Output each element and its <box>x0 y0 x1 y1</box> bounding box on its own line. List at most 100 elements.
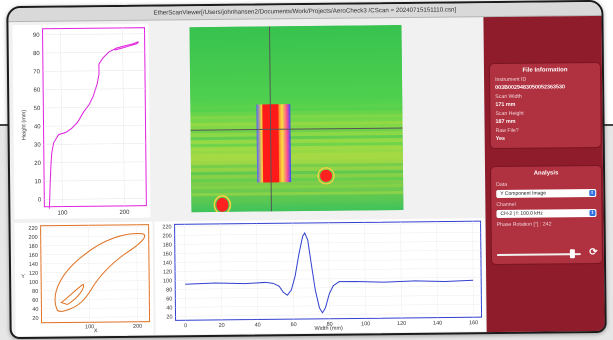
grid-line <box>43 88 146 90</box>
height-x-ticks: 100 200 <box>57 210 130 217</box>
grid-line <box>40 262 149 265</box>
channel-select[interactable]: CH-2 | f: 100.0 kHz ⇕ <box>496 208 597 219</box>
heatmap-stripe <box>191 169 404 176</box>
y-tick-label: 100 <box>163 278 172 284</box>
grid-line <box>42 33 145 36</box>
chevron-updown-icon[interactable]: ⇕ <box>589 189 596 197</box>
cscan-panel[interactable] <box>189 24 404 215</box>
x-tick-label: 40 <box>255 322 261 328</box>
width-profile-line <box>185 231 474 314</box>
height-profile-panel[interactable]: 90 80 70 60 50 40 30 20 10 0 100 200 Height (mm) <box>12 23 151 220</box>
cscan-heatmap[interactable] <box>189 24 404 215</box>
width-profile-chart: 220 200 180 160 140 120 100 80 60 40 20 0 20 40 60 80 1… <box>162 220 483 332</box>
heatmap-stripe <box>190 141 403 148</box>
instrument-id-value: 003B0029483050052363530 <box>495 84 566 92</box>
x-tick-label: 120 <box>397 321 406 327</box>
grid-line <box>42 51 145 54</box>
y-tick-label: 40 <box>166 305 172 311</box>
lissajous-chart: 220 200 180 160 140 120 100 80 60 40 20 100 200 Y X <box>21 224 151 334</box>
grid-line <box>328 222 330 319</box>
heatmap-stripe <box>190 127 403 134</box>
y-tick-label: 180 <box>29 244 38 250</box>
heatmap-stripe <box>190 120 403 127</box>
phase-slider-thumb[interactable] <box>569 249 575 259</box>
y-tick-label: 160 <box>29 253 38 259</box>
grid-line <box>41 280 150 283</box>
grid-line <box>88 225 90 323</box>
defect-halo-right <box>317 167 335 185</box>
y-tick-label: 60 <box>166 296 172 302</box>
grid-line <box>41 307 150 310</box>
x-tick-label: 200 <box>133 324 142 330</box>
lissajous-x-label: X <box>94 328 98 334</box>
grid-line <box>40 244 149 247</box>
width-grid <box>174 221 482 321</box>
lissajous-panel[interactable]: 220 200 180 160 140 120 100 80 60 40 20 100 200 Y X <box>14 221 154 337</box>
data-select[interactable]: Y Component Image ⇕ <box>496 188 597 199</box>
heatmap-stripe <box>191 183 404 190</box>
grid-line <box>292 223 294 320</box>
width-x-label: Width (mm) <box>314 326 343 332</box>
defect-indication-small-left <box>216 197 229 212</box>
height-plot-frame <box>42 27 147 208</box>
y-tick-label: 80 <box>166 287 172 293</box>
y-tick-label: 160 <box>163 251 172 257</box>
y-tick-label: 120 <box>29 271 38 277</box>
scan-height-label: Scan Height <box>495 110 524 118</box>
x-tick-label: 200 <box>119 210 130 216</box>
heatmap-stripe <box>191 190 404 197</box>
x-tick-label: 160 <box>469 320 478 326</box>
x-tick-label: 80 <box>327 322 333 328</box>
x-tick-label: 60 <box>291 322 297 328</box>
heatmap-stripe <box>190 134 403 141</box>
grid-line <box>175 285 482 290</box>
grid-line <box>364 222 366 319</box>
grid-line <box>174 240 481 245</box>
cursor-vertical[interactable] <box>268 26 272 212</box>
app-window: EtherScanViewer[/Users/johnhansen2/Docum… <box>6 0 607 340</box>
grid-line <box>174 231 481 236</box>
chevron-updown-icon[interactable]: ⇕ <box>589 209 596 217</box>
grid-line <box>40 253 149 256</box>
phase-rotation-label: Phase Rotation [°] : 242 <box>496 221 552 229</box>
grid-line <box>436 221 438 318</box>
grid-line <box>175 267 482 272</box>
grid-line <box>40 235 149 238</box>
grid-line <box>43 106 146 109</box>
data-label: Data <box>496 181 508 189</box>
channel-label: Channel <box>496 201 516 209</box>
width-profile-panel[interactable]: 220 200 180 160 140 120 100 80 60 40 20 0 20 40 60 80 1… <box>154 218 486 335</box>
sidebar: File Information Instrument ID 003B00294… <box>483 15 607 337</box>
x-tick-label: 20 <box>219 323 225 329</box>
scan-width-label: Scan Width <box>495 93 522 101</box>
analysis-title: Analysis <box>533 170 559 177</box>
y-tick-label: 200 <box>162 233 171 239</box>
phase-rotation-slider[interactable] <box>496 253 581 257</box>
grid-line <box>400 222 402 319</box>
y-tick-label: 60 <box>32 298 38 304</box>
lissajous-grid <box>40 224 150 323</box>
y-tick-label: 90 <box>33 33 40 39</box>
grid-line <box>40 226 149 229</box>
y-tick-label: 20 <box>34 161 41 167</box>
y-tick-label: 220 <box>162 224 171 230</box>
file-info-title: File Information <box>522 67 568 74</box>
height-y-label: Height (mm) <box>21 110 27 140</box>
lissajous-y-ticks: 220 200 180 160 140 120 100 80 60 40 20 <box>28 226 38 322</box>
file-info-card: File Information Instrument ID 003B00294… <box>489 62 601 149</box>
x-tick-label: 100 <box>57 210 68 216</box>
x-tick-label: 140 <box>433 321 442 327</box>
grid-line <box>60 28 63 207</box>
grid-line <box>43 161 146 164</box>
x-tick-label: 100 <box>361 321 370 327</box>
cursor-horizontal[interactable] <box>190 127 403 131</box>
y-tick-label: 20 <box>32 316 38 322</box>
grid-line <box>256 223 258 320</box>
grid-line <box>43 124 146 127</box>
reset-icon[interactable]: ⟳ <box>589 246 598 259</box>
grid-line <box>175 303 482 308</box>
x-tick-label: 100 <box>85 324 94 330</box>
y-tick-label: 30 <box>34 143 41 149</box>
grid-line <box>175 312 482 317</box>
